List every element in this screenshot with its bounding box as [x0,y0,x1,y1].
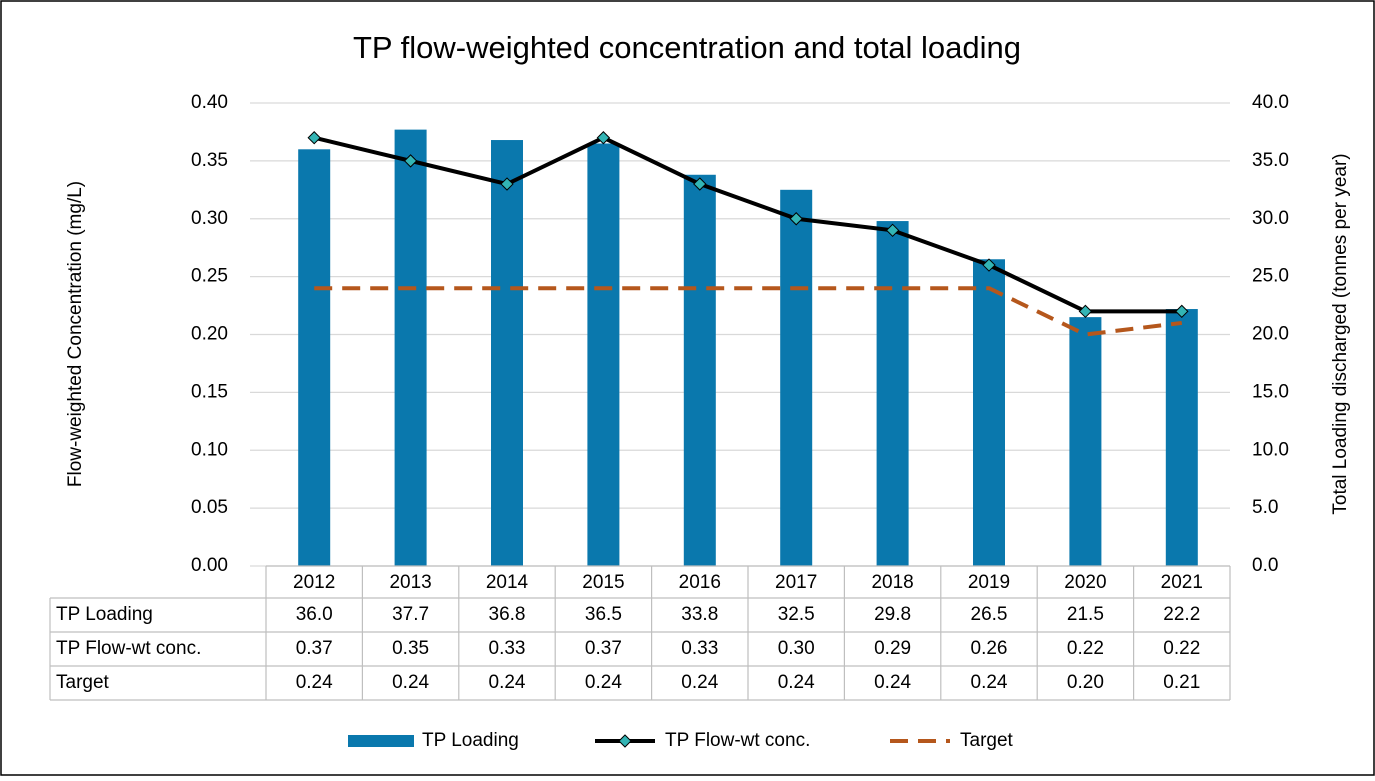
y2-tick-label: 25.0 [1252,266,1289,287]
table-cell: 36.0 [296,604,333,625]
x-tick-label: 2019 [968,572,1010,593]
legend-label: TP Flow-wt conc. [665,730,810,751]
table-cell: 0.22 [1067,638,1104,659]
bar [1069,317,1102,566]
table-cell: 0.21 [1163,672,1200,693]
bar [1165,309,1198,566]
table-cell: 0.33 [681,638,718,659]
table-cell: 0.35 [392,638,429,659]
y2-tick-label: 10.0 [1252,439,1289,460]
y-tick-label: 0.05 [191,497,228,518]
table-cell: 22.2 [1163,604,1200,625]
y-tick-label: 0.25 [191,266,228,287]
table-cell: 0.37 [585,638,622,659]
y2-tick-label: 30.0 [1252,208,1289,229]
table-cell: 0.29 [874,638,911,659]
table-cell: 0.24 [489,672,526,693]
bar [394,129,427,566]
table-cell: 36.8 [489,604,526,625]
table-cell: 37.7 [392,604,429,625]
y2-tick-label: 0.0 [1252,555,1278,576]
line-marker [500,177,514,191]
y-tick-label: 0.35 [191,150,228,171]
table-cell: 0.20 [1067,672,1104,693]
bar [876,221,909,566]
table-cell: 0.24 [971,672,1008,693]
y-tick-label: 0.15 [191,381,228,402]
legend-label: TP Loading [422,730,519,751]
y-tick-label: 0.00 [191,555,228,576]
y2-tick-label: 20.0 [1252,324,1289,345]
table-cell: 0.26 [971,638,1008,659]
y-tick-label: 0.30 [191,208,228,229]
bar [298,149,331,567]
table-cell: 0.33 [489,638,526,659]
x-tick-label: 2020 [1064,572,1106,593]
line-marker [1175,304,1189,319]
chart-title: TP flow-weighted concentration and total… [353,30,1021,65]
table-cell: 29.8 [874,604,911,625]
y2-tick-label: 5.0 [1252,497,1278,518]
bar [683,174,716,566]
line-marker [885,223,900,238]
series-line [313,135,1182,314]
table-row-label: TP Flow-wt conc. [56,638,201,659]
table-cell: 0.24 [296,672,333,693]
table-cell: 0.37 [296,638,333,659]
y-tick-label: 0.20 [191,324,228,345]
x-tick-label: 2014 [486,572,529,593]
line-marker [307,131,321,145]
x-tick-label: 2017 [775,572,817,593]
x-tick-label: 2012 [293,572,335,593]
table-cell: 0.24 [681,672,718,693]
y-axis-title: Flow-weighted Concentration (mg/L) [65,181,86,487]
line-marker [693,177,707,191]
table-cell: 33.8 [681,604,718,625]
table-cell: 0.24 [778,672,815,693]
line-marker [982,258,996,272]
x-tick-label: 2018 [871,572,913,593]
legend-label: Target [960,730,1014,751]
bar [587,143,620,566]
line-marker [596,131,611,145]
table-cell: 21.5 [1067,604,1104,625]
bar [973,259,1005,566]
table-cell: 32.5 [778,604,815,625]
table-row-label: TP Loading [56,604,153,625]
target-line [314,286,1183,337]
table-cell: 26.5 [971,604,1008,625]
bar [780,189,813,566]
x-tick-label: 2021 [1161,572,1203,593]
line-marker [1078,304,1093,319]
table-cell: 36.5 [585,604,622,625]
bar [491,140,523,567]
x-tick-label: 2016 [679,572,721,593]
legend-marker [618,734,632,748]
y2-tick-label: 40.0 [1252,92,1289,113]
line-marker [789,212,803,226]
legend-swatch [348,735,414,747]
table-cell: 0.24 [585,672,622,693]
y2-tick-label: 35.0 [1252,150,1289,171]
y2-axis-title: Total Loading discharged (tonnes per yea… [1330,153,1351,514]
table-cell: 0.24 [874,672,911,693]
y-tick-label: 0.40 [191,92,228,113]
x-tick-label: 2015 [582,572,624,593]
line-marker [403,154,418,168]
x-tick-label: 2013 [389,572,431,593]
table-cell: 0.30 [778,638,815,659]
table-cell: 0.24 [392,672,429,693]
y2-tick-label: 15.0 [1252,381,1289,402]
table-cell: 0.22 [1163,638,1200,659]
y-tick-label: 0.10 [191,439,228,460]
table-row-label: Target [56,672,110,693]
